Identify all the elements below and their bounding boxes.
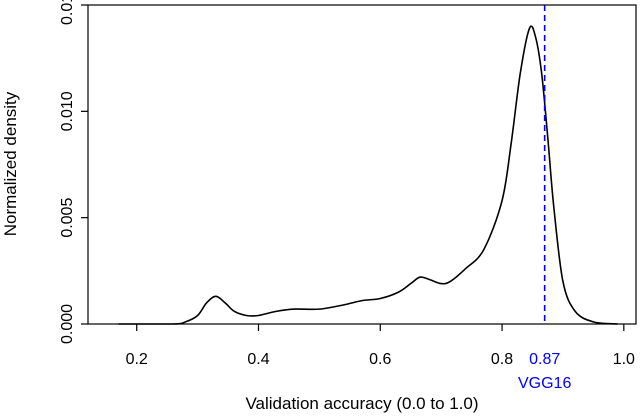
y-axis: 0.000 0.005 0.010 0.015	[59, 0, 88, 344]
x-tick-label: 0.4	[247, 351, 269, 368]
density-curve	[118, 25, 618, 325]
y-tick-label: 0.015	[59, 0, 76, 25]
y-tick-label: 0.000	[59, 304, 76, 344]
reference-value-label: 0.87	[529, 351, 560, 368]
x-axis-title: Validation accuracy (0.0 to 1.0)	[245, 394, 478, 413]
x-tick-label: 0.6	[369, 351, 391, 368]
y-tick-label: 0.005	[59, 198, 76, 238]
x-tick-label: 1.0	[613, 351, 635, 368]
y-axis-title: Normalized density	[1, 91, 20, 236]
x-tick-label: 0.8	[491, 351, 513, 368]
plot-frame	[87, 4, 637, 325]
reference-name-label: VGG16	[518, 375, 571, 392]
x-axis: 0.2 0.4 0.6 0.8 1.0	[126, 324, 635, 368]
y-tick-label: 0.010	[59, 91, 76, 131]
x-tick-label: 0.2	[126, 351, 148, 368]
